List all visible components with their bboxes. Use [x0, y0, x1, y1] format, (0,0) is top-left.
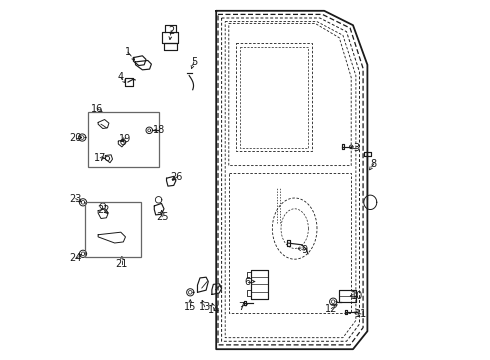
Text: 4: 4	[118, 72, 124, 82]
Text: 2: 2	[168, 26, 174, 36]
Text: 5: 5	[191, 57, 197, 67]
Text: 8: 8	[371, 159, 377, 169]
Text: 3: 3	[354, 143, 360, 153]
Text: 24: 24	[70, 253, 82, 264]
Text: 17: 17	[94, 153, 106, 163]
Bar	[88, 112, 159, 167]
Text: 12: 12	[325, 303, 338, 314]
Text: 23: 23	[70, 194, 82, 204]
Text: 13: 13	[198, 302, 211, 312]
Text: 25: 25	[156, 212, 169, 222]
Text: 14: 14	[208, 305, 220, 315]
Text: 7: 7	[238, 302, 245, 312]
Text: 11: 11	[355, 309, 367, 319]
Text: 6: 6	[245, 276, 251, 287]
Text: 18: 18	[153, 125, 166, 135]
Text: 16: 16	[91, 104, 103, 114]
Text: 26: 26	[171, 172, 183, 182]
Text: 20: 20	[70, 132, 82, 143]
Text: 22: 22	[98, 204, 110, 215]
Text: 9: 9	[301, 245, 307, 255]
Text: 15: 15	[184, 302, 196, 312]
Text: 10: 10	[350, 291, 363, 301]
Text: 1: 1	[125, 47, 131, 57]
Bar	[85, 202, 141, 257]
Text: 21: 21	[116, 258, 128, 269]
Text: 19: 19	[120, 134, 132, 144]
